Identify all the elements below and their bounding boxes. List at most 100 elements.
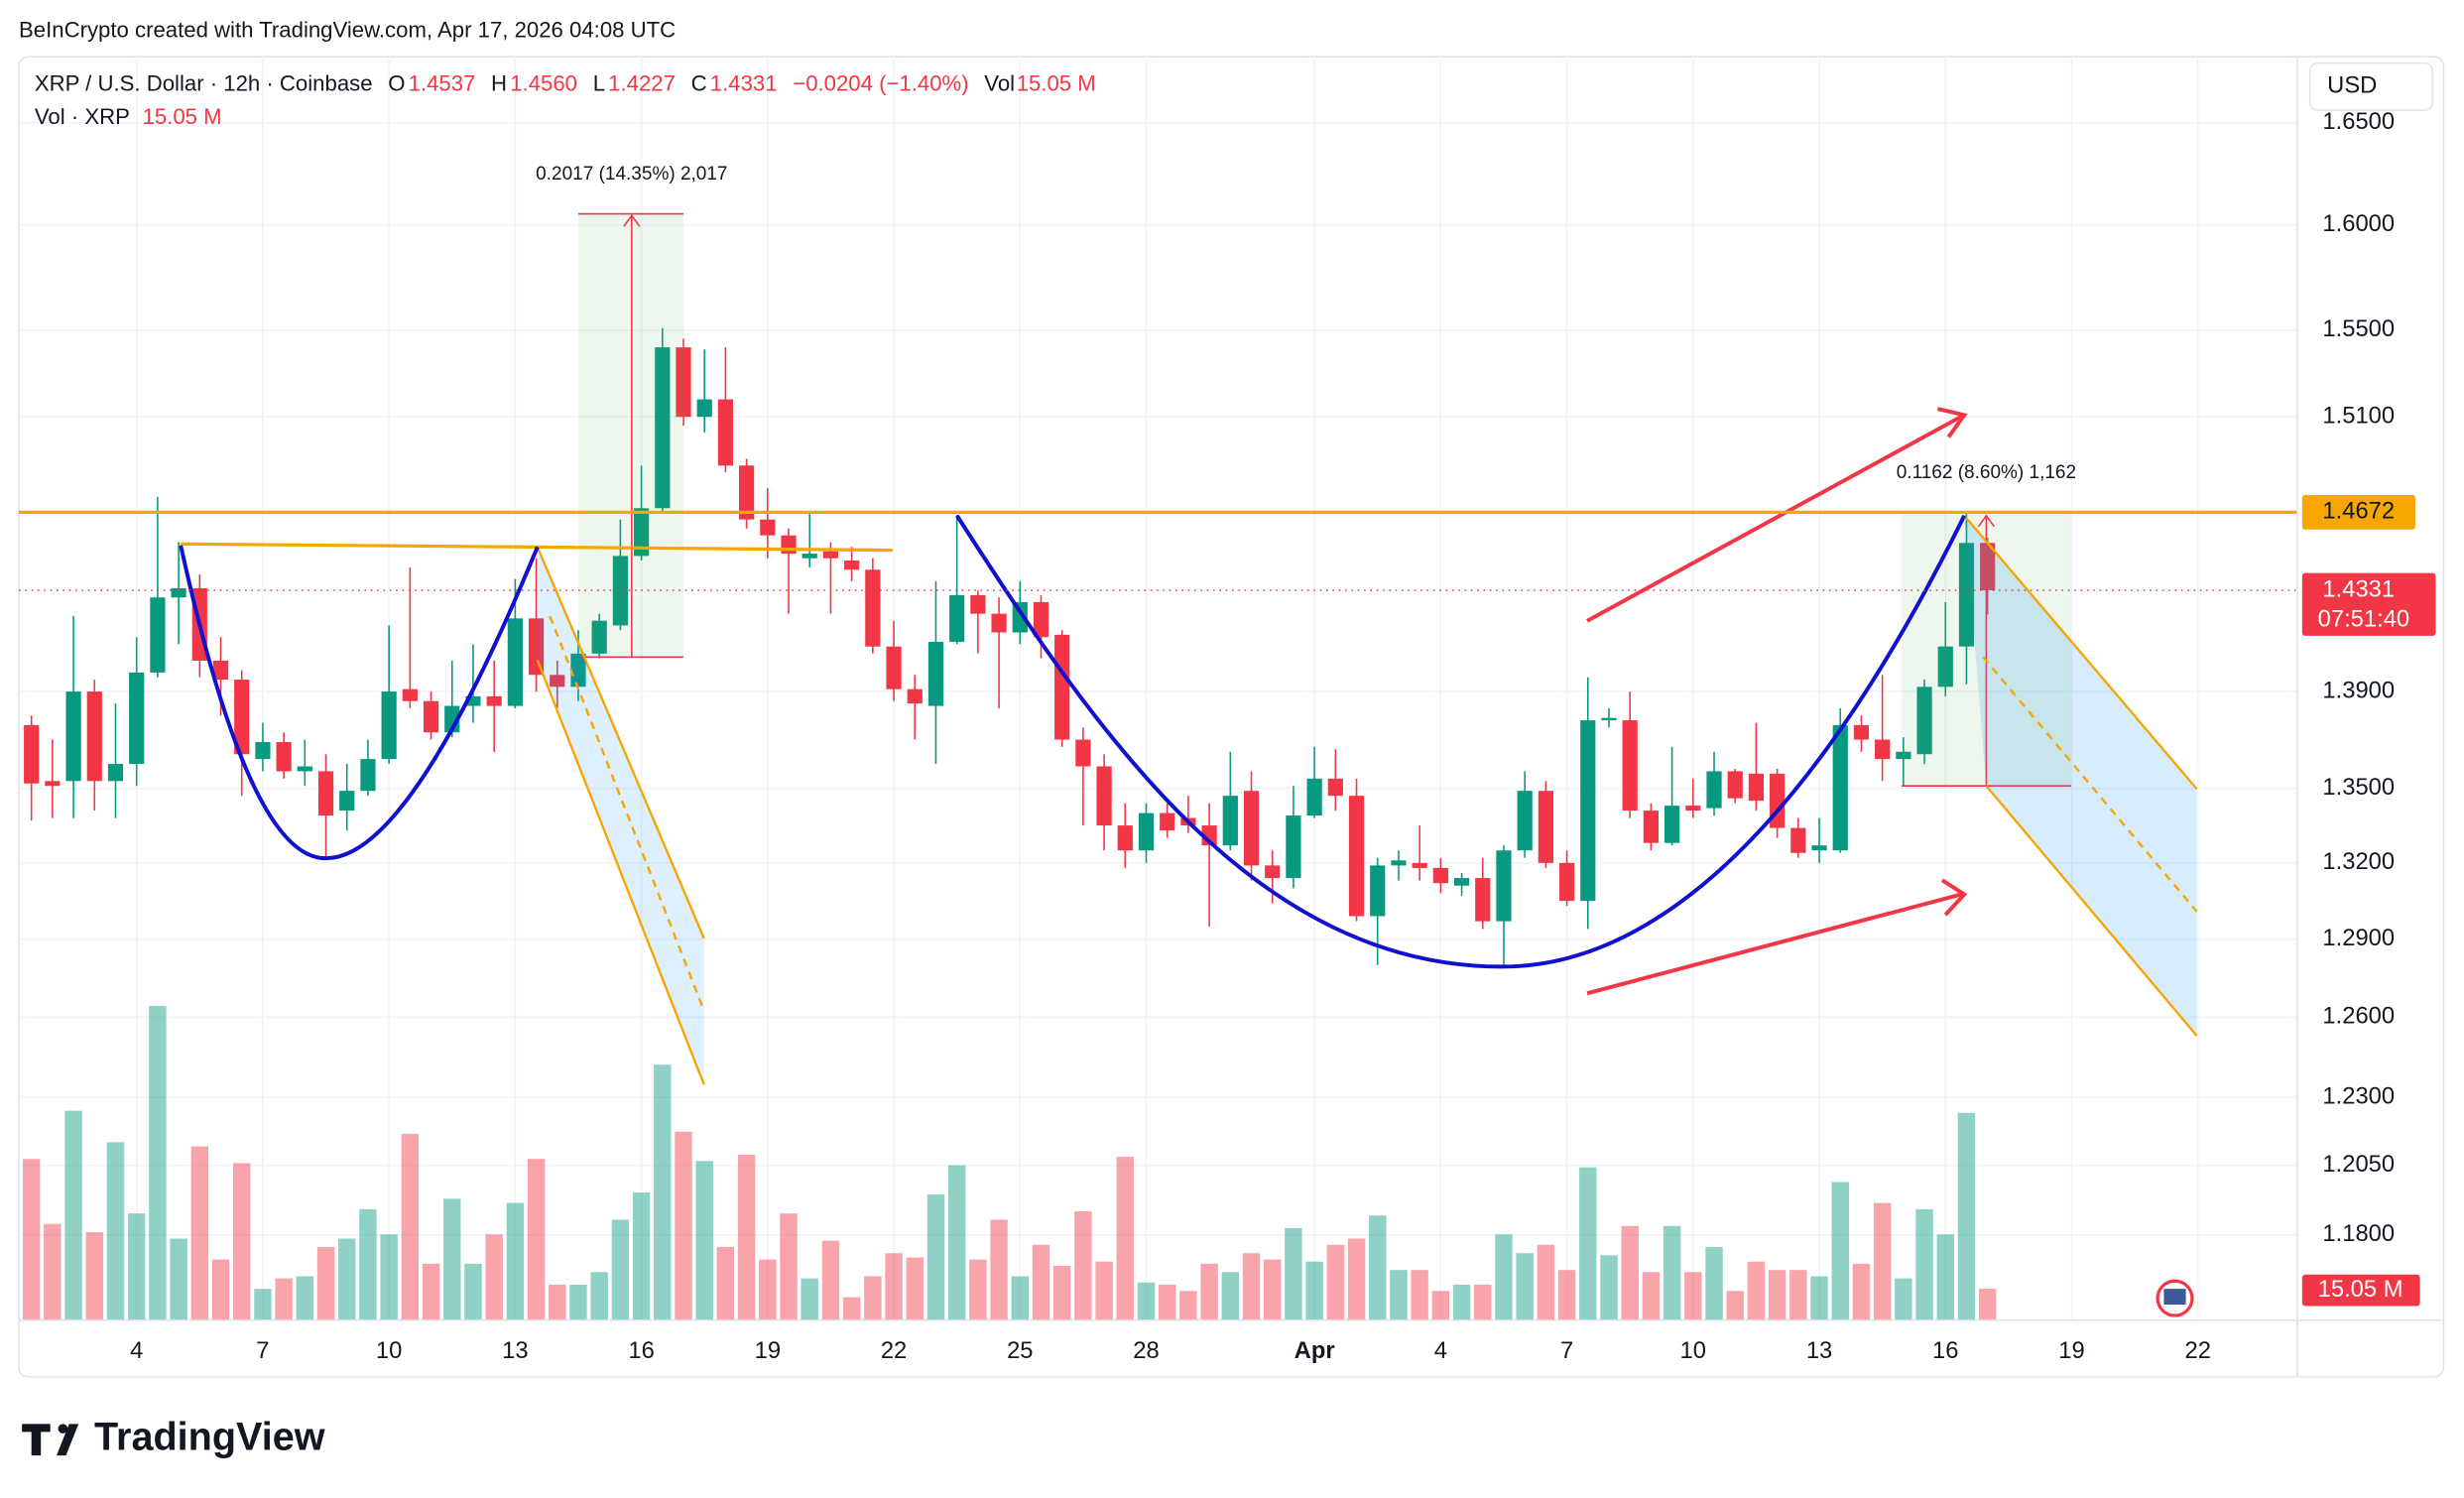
volume-bar [906, 1257, 924, 1320]
price-line-label: 1.4672 [2322, 498, 2395, 525]
y-tick-label: 1.1800 [2322, 1220, 2395, 1247]
candle-body [528, 618, 545, 676]
y-tick-label: 1.5500 [2322, 315, 2395, 342]
volume-bar [926, 1194, 945, 1320]
c-label: C [691, 71, 707, 96]
candle-body [1012, 601, 1028, 633]
volume-bar [1957, 1112, 1976, 1320]
candle-body [1580, 720, 1596, 902]
volume-bar [1915, 1208, 1933, 1320]
candle-body [1075, 739, 1091, 767]
candle-body [927, 641, 944, 706]
x-tick-label: 19 [755, 1337, 781, 1364]
volume-bar [443, 1198, 461, 1320]
volume-bar [380, 1234, 398, 1320]
change: −0.0204 (−1.40%) [793, 71, 968, 96]
candle-body [276, 741, 292, 772]
volume-bar [737, 1154, 756, 1320]
candle-body [1896, 751, 1911, 760]
candle-body [676, 347, 691, 418]
volume-bar [149, 1006, 167, 1320]
candle-body [655, 347, 671, 509]
volume-bar [990, 1219, 1008, 1320]
candle-body [781, 535, 797, 555]
candle-body [717, 399, 734, 466]
candle-body [1811, 845, 1827, 851]
volume-bar [842, 1297, 861, 1320]
volume-bar [359, 1208, 377, 1320]
cup-curve [955, 514, 1967, 969]
volume-bar [1242, 1253, 1261, 1320]
candle-body [1601, 717, 1617, 721]
candle-body [129, 672, 145, 765]
volume-label: Vol · XRP [35, 104, 130, 129]
volume-bar [1095, 1261, 1113, 1320]
volume-bar [1726, 1291, 1744, 1320]
volume-bar [254, 1289, 272, 1320]
candle-body [1496, 850, 1512, 922]
candle-body [255, 741, 271, 760]
candle-body [970, 594, 986, 614]
currency-button[interactable] [2308, 62, 2434, 111]
volume-value: 15.05 M [143, 104, 222, 129]
x-tick-label: 10 [376, 1337, 402, 1364]
x-tick-label: 4 [1434, 1337, 1447, 1364]
candle-body [1875, 739, 1891, 760]
candle-body [1916, 687, 1932, 755]
candle-body [1706, 771, 1722, 809]
candle-body [65, 691, 81, 782]
candle-body [1391, 860, 1407, 866]
candle-body [1958, 543, 1975, 647]
trend-arrowhead [1940, 878, 1968, 917]
x-tick-label: 7 [256, 1337, 269, 1364]
candle-body [739, 465, 755, 520]
volume-bar [1137, 1282, 1156, 1320]
candle-body [1727, 771, 1743, 799]
volume-bar [233, 1163, 251, 1320]
candle-body [550, 675, 565, 687]
y-tick-label: 1.2300 [2322, 1082, 2395, 1109]
volume-bar [569, 1284, 587, 1320]
y-tick-label: 1.3900 [2322, 677, 2395, 703]
volume-bar [1852, 1263, 1871, 1320]
candle-body [801, 554, 817, 559]
candle-body [633, 508, 650, 557]
x-tick-label: 22 [2185, 1337, 2211, 1364]
volume-bar [44, 1223, 62, 1320]
x-tick-label: 22 [881, 1337, 907, 1364]
volume-bar [1285, 1227, 1302, 1320]
candle-body [1033, 601, 1049, 638]
candle-body [1558, 862, 1575, 902]
candle-body [1832, 724, 1848, 851]
volume-bar [1600, 1255, 1618, 1320]
l-value: 1.4227 [608, 71, 676, 96]
volume-bar [947, 1165, 966, 1320]
candle-body [1265, 865, 1281, 879]
volume-bar [1747, 1261, 1766, 1320]
candle-body [1286, 815, 1301, 879]
candle-body [45, 781, 61, 787]
candle-body [1222, 796, 1238, 846]
candle-body [86, 691, 102, 782]
volume-bar [675, 1131, 692, 1320]
candle-body [949, 594, 965, 642]
measure-label: 0.2017 (14.35%) 2,017 [536, 164, 727, 185]
volume-bar [1264, 1259, 1282, 1320]
x-tick-label: 10 [1680, 1337, 1706, 1364]
channel-line [536, 546, 705, 939]
symbol: XRP / U.S. Dollar · 12h · Coinbase [35, 71, 373, 96]
channel-fill [1964, 515, 2197, 1037]
volume-bar [338, 1238, 356, 1320]
volume-bar [1810, 1276, 1828, 1320]
volume-bar [64, 1110, 82, 1320]
volume-bar [1431, 1291, 1450, 1320]
candle-body [465, 695, 481, 706]
volume-bar [1200, 1263, 1218, 1320]
volume-bar [1474, 1284, 1492, 1320]
volume-bar [1516, 1253, 1534, 1320]
volume-bar [85, 1232, 103, 1320]
candle-body [865, 569, 881, 647]
volume-bar [190, 1146, 209, 1320]
x-tick-label: 7 [1560, 1337, 1573, 1364]
volume-bar [275, 1278, 293, 1320]
